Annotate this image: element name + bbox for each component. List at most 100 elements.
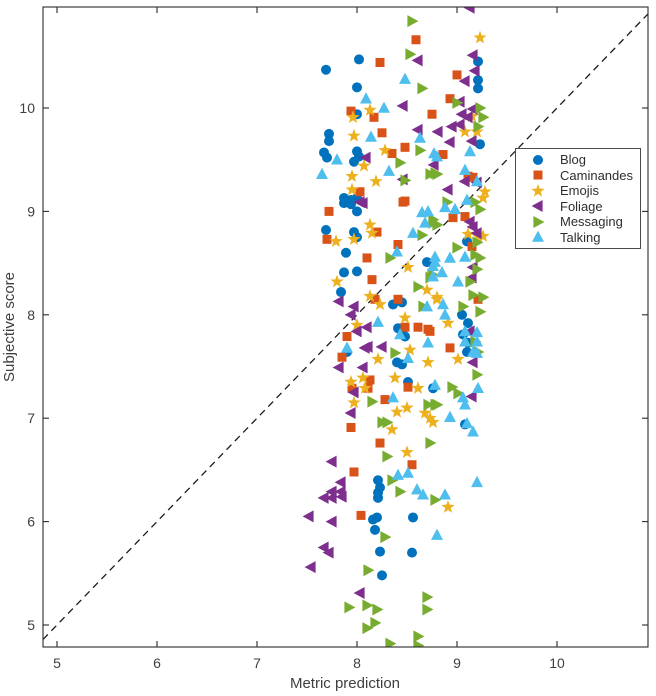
emojis-marker [451, 352, 465, 365]
messaging-marker [475, 251, 487, 264]
x-tick-label: 9 [453, 655, 461, 671]
caminandes-marker [407, 460, 417, 470]
blog-marker [463, 318, 473, 329]
x-tick-label: 8 [353, 655, 361, 671]
legend-label: Blog [560, 152, 587, 168]
foliage-marker [334, 476, 346, 489]
emojis-marker [470, 124, 484, 138]
emojis-marker [345, 182, 359, 196]
messaging-marker [413, 639, 425, 647]
talking-marker [429, 378, 441, 390]
foliage-marker [347, 300, 359, 313]
talking-marker [378, 101, 390, 113]
circle-glyph [533, 154, 543, 165]
talking-marker [459, 324, 471, 337]
caminandes-marker [427, 109, 437, 119]
talking-marker [360, 92, 372, 104]
y-tick-label: 9 [27, 203, 35, 219]
emojis-marker [363, 289, 377, 302]
talking-marker [471, 175, 483, 187]
blog-marker [475, 139, 485, 150]
blog-marker [324, 136, 334, 147]
messaging-marker [413, 630, 425, 643]
legend-label: Talking [560, 229, 601, 245]
y-tick-label: 7 [27, 410, 35, 426]
emojis-marker [345, 169, 359, 182]
talking-marker [402, 351, 414, 364]
caminandes-marker [398, 197, 408, 207]
legend-label: Caminandes [560, 167, 633, 183]
talking-marker [464, 145, 476, 157]
blog-marker [341, 247, 351, 258]
legend-item-caminandes: Caminandes [516, 168, 640, 183]
talking-marker [439, 488, 451, 500]
caminandes-marker [393, 239, 403, 249]
emojis-marker [369, 174, 383, 188]
blog-marker [373, 492, 383, 503]
foliage-marker [317, 541, 329, 554]
square-icon [516, 167, 560, 183]
talking-marker [439, 200, 451, 213]
talking-marker [459, 335, 471, 347]
caminandes-marker [349, 467, 359, 477]
messaging-marker [413, 280, 425, 293]
caminandes-marker [460, 212, 470, 222]
emojis-marker [330, 274, 344, 288]
emojis-marker [365, 226, 379, 239]
emojis-marker [421, 355, 435, 369]
blog-marker [375, 546, 385, 557]
emojis-marker [347, 395, 361, 409]
emojis-marker [441, 500, 455, 513]
emojis-marker [347, 128, 361, 142]
blog-marker [408, 512, 418, 523]
blog-marker [336, 287, 346, 298]
triangle-left-glyph [531, 200, 543, 213]
caminandes-marker [413, 322, 423, 332]
emojis-marker [441, 316, 455, 329]
foliage-marker [445, 120, 457, 133]
talking-marker [411, 483, 423, 495]
star-icon [516, 183, 560, 199]
emojis-marker [473, 30, 487, 44]
messaging-marker [425, 437, 437, 450]
messaging-marker [478, 291, 490, 304]
blog-marker [473, 83, 483, 94]
x-tick-label: 6 [153, 655, 161, 671]
legend-item-foliage: Foliage [516, 199, 640, 214]
foliage-marker [375, 340, 387, 353]
foliage-marker [468, 64, 480, 77]
talking-marker [427, 270, 439, 282]
talking-marker [444, 410, 456, 422]
talking-marker [471, 346, 483, 358]
caminandes-marker [365, 375, 375, 385]
talking-marker [402, 466, 414, 478]
messaging-marker [475, 203, 487, 216]
messaging-marker [344, 601, 356, 614]
foliage-marker [466, 220, 478, 233]
series-emojis [329, 30, 492, 513]
talking-marker [431, 150, 443, 162]
blog-marker [349, 156, 359, 167]
foliage-marker [332, 295, 344, 308]
emojis-marker [418, 406, 432, 419]
blog-marker [354, 54, 364, 65]
triangle-up-icon [516, 229, 560, 245]
messaging-marker [472, 263, 484, 276]
emojis-marker [363, 103, 377, 116]
emojis-marker [378, 143, 392, 157]
messaging-marker [475, 305, 487, 318]
legend-label: Foliage [560, 198, 603, 214]
blog-marker [377, 570, 387, 581]
caminandes-marker [403, 382, 413, 392]
talking-marker [407, 226, 419, 238]
messaging-marker [363, 564, 375, 577]
foliage-marker [360, 321, 372, 334]
blog-marker [324, 128, 334, 139]
messaging-marker [432, 398, 444, 411]
messaging-marker [387, 474, 399, 487]
messaging-marker [478, 111, 490, 124]
messaging-marker [470, 196, 482, 209]
caminandes-marker [387, 148, 397, 158]
caminandes-marker [400, 322, 410, 332]
